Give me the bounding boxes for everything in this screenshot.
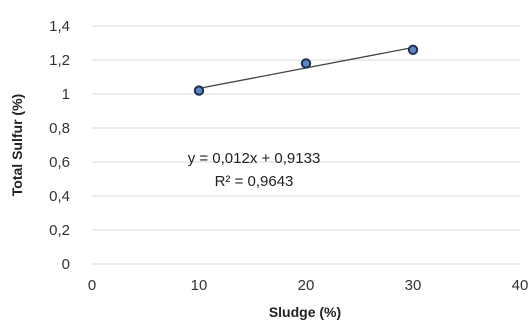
- trendline-equation: y = 0,012x + 0,9133: [188, 150, 321, 167]
- y-axis-title: Total Sulfur (%): [9, 94, 25, 196]
- y-tick-label-5: 1: [62, 86, 70, 103]
- data-point-0-0: [195, 86, 203, 94]
- x-tick-label-4: 40: [512, 277, 529, 294]
- x-tick-label-1: 10: [191, 277, 208, 294]
- y-tick-labels: 0 0,2 0,4 0,6 0,8 1 1,2 1,4: [49, 18, 70, 273]
- y-tick-label-3: 0,6: [49, 154, 70, 171]
- y-tick-label-0: 0: [62, 256, 70, 273]
- x-tick-labels: 0 10 20 30 40: [88, 277, 529, 294]
- trendline-r-squared: R² = 0,9643: [215, 173, 294, 190]
- x-axis-title: Sludge (%): [269, 304, 341, 320]
- y-tick-label-6: 1,2: [49, 52, 70, 69]
- y-tick-label-1: 0,2: [49, 222, 70, 239]
- x-tick-label-2: 20: [298, 277, 315, 294]
- data-point-0-1: [302, 59, 310, 67]
- x-tick-label-0: 0: [88, 277, 96, 294]
- y-tick-label-2: 0,4: [49, 188, 70, 205]
- y-tick-label-4: 0,8: [49, 120, 70, 137]
- x-tick-label-3: 30: [405, 277, 422, 294]
- data-point-0-2: [409, 46, 417, 54]
- y-tick-label-7: 1,4: [49, 18, 70, 35]
